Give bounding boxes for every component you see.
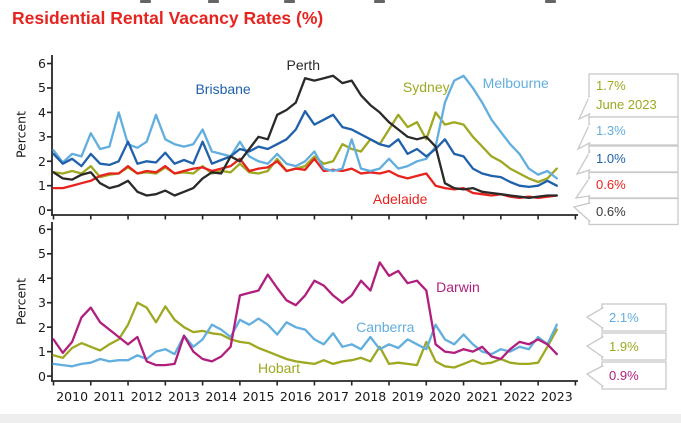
- callout-tail-perth: [572, 202, 591, 223]
- series-line-canberra: [52, 317, 558, 368]
- y-tick-label-4: 4: [38, 104, 46, 120]
- callout-box-sydney: [588, 73, 679, 118]
- x-tick-label-2021: 2021: [466, 389, 499, 404]
- x-tick-label-2014: 2014: [205, 389, 238, 404]
- cropped-text-artifact: [208, 0, 219, 3]
- x-tick-label-2013: 2013: [168, 389, 200, 404]
- x-tick-label-2022: 2022: [503, 389, 536, 404]
- x-tick-label-2011: 2011: [93, 389, 126, 404]
- cropped-text-artifact: [374, 0, 385, 3]
- y-axis-title-bottom-panel: Percent: [13, 277, 29, 325]
- y-tick-label-6: 6: [38, 56, 46, 72]
- x-tick-label-2019: 2019: [391, 389, 424, 404]
- callout-tail-canberra: [585, 306, 604, 330]
- series-label-darwin: Darwin: [436, 278, 480, 295]
- callout-value-sydney-date: June 2023: [596, 96, 657, 112]
- series-line-brisbane: [52, 110, 558, 189]
- callout-box-darwin: [601, 361, 667, 390]
- y-tick-label-1: 1: [38, 178, 46, 194]
- callout-box-brisbane: [588, 145, 679, 173]
- y-tick-label-6: 6: [38, 221, 46, 237]
- callout-value-brisbane: 1.0%: [596, 151, 626, 166]
- callout-value-adelaide: 0.6%: [596, 177, 626, 193]
- x-tick-label-2020: 2020: [429, 389, 461, 404]
- y-axis-title-top-panel: Percent: [13, 110, 29, 159]
- cropped-text-artifact: [545, 0, 556, 3]
- series-label-hobart: Hobart: [258, 359, 301, 376]
- series-line-adelaide: [52, 157, 558, 200]
- callout-value-sydney: 1.7%: [596, 77, 626, 93]
- y-tick-label-2: 2: [38, 153, 46, 169]
- x-tick-label-2023: 2023: [540, 389, 573, 404]
- series-line-sydney: [52, 111, 558, 184]
- series-line-perth: [52, 74, 558, 200]
- x-tick-label-2016: 2016: [279, 389, 312, 404]
- series-label-canberra: Canberra: [356, 319, 415, 336]
- callout-box-perth: [588, 197, 679, 226]
- y-tick-label-3: 3: [38, 295, 46, 311]
- callout-tail-darwin: [585, 364, 604, 388]
- y-tick-label-3: 3: [38, 129, 46, 145]
- y-tick-label-5: 5: [38, 80, 46, 96]
- y-tick-label-0: 0: [38, 368, 46, 384]
- y-tick-label-1: 1: [38, 344, 46, 360]
- callout-tail-adelaide: [574, 175, 591, 199]
- callout-tail-hobart: [585, 335, 604, 359]
- series-line-melbourne: [52, 74, 558, 180]
- series-line-darwin: [52, 261, 558, 367]
- callout-box-canberra: [601, 303, 667, 332]
- callout-value-canberra: 2.1%: [609, 309, 639, 325]
- callout-value-perth: 0.6%: [596, 203, 626, 219]
- callout-value-hobart: 1.9%: [609, 338, 639, 354]
- cropped-text-artifact: [140, 0, 151, 3]
- callout-value-melbourne: 1.3%: [596, 123, 626, 138]
- y-tick-label-0: 0: [38, 202, 46, 218]
- series-label-sydney: Sydney: [402, 78, 450, 95]
- series-line-hobart: [52, 301, 558, 369]
- series-label-melbourne: Melbourne: [482, 75, 549, 92]
- cropped-text-artifact: [284, 0, 295, 3]
- callout-tail-brisbane: [575, 149, 591, 176]
- callout-tail-sydney: [577, 95, 591, 121]
- series-label-adelaide: Adelaide: [372, 191, 428, 208]
- series-label-brisbane: Brisbane: [195, 81, 251, 98]
- chart-title: Residential Rental Vacancy Rates (%): [12, 8, 324, 28]
- footer-strip: [0, 414, 681, 423]
- callout-box-melbourne: [588, 116, 679, 146]
- callout-tail-melbourne: [576, 123, 591, 151]
- y-tick-label-2: 2: [38, 319, 46, 335]
- x-tick-label-2012: 2012: [130, 389, 163, 404]
- callout-value-darwin: 0.9%: [609, 367, 639, 383]
- callout-box-hobart: [601, 332, 667, 361]
- x-tick-label-2010: 2010: [56, 389, 89, 404]
- x-tick-label-2018: 2018: [354, 389, 387, 404]
- series-label-perth: Perth: [286, 57, 320, 74]
- x-tick-label-2015: 2015: [242, 389, 275, 404]
- y-tick-label-4: 4: [38, 270, 46, 286]
- x-tick-label-2017: 2017: [317, 389, 349, 404]
- y-tick-label-5: 5: [38, 246, 46, 262]
